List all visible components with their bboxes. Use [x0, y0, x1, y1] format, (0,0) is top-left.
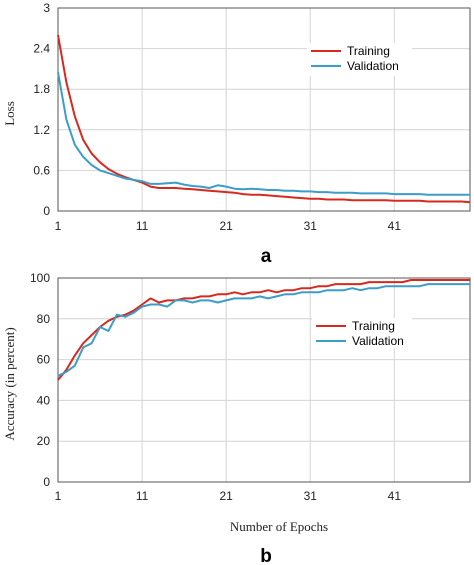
- x-tick-label: 21: [219, 489, 233, 503]
- plot-frame: [57, 7, 471, 212]
- series-line-validation: [57, 72, 470, 196]
- panel-label: b: [260, 546, 272, 565]
- y-tick-label: 0.6: [33, 163, 50, 177]
- plot-frame: [57, 277, 471, 483]
- x-tick-label: 1: [55, 219, 62, 233]
- y-tick-label: 20: [37, 434, 51, 448]
- chart-panel-a: 00.61.21.82.431 11 21 31 41TrainingValidatio…: [2, 1, 471, 267]
- legend-label: Validation: [347, 59, 399, 73]
- legend-label: Validation: [352, 334, 404, 348]
- x-tick-label: 1: [55, 489, 62, 503]
- panel-label: a: [261, 246, 272, 267]
- series-line-training: [57, 279, 470, 381]
- y-axis-label: Accuracy (in percent): [2, 327, 17, 440]
- legend-label: Training: [347, 44, 390, 58]
- y-tick-label: 40: [37, 393, 51, 407]
- y-tick-label: 1.8: [33, 82, 50, 96]
- y-tick-label: 60: [37, 353, 51, 367]
- series-line-training: [57, 34, 471, 204]
- legend-box: [312, 318, 412, 348]
- x-tick-label: 21: [219, 219, 233, 233]
- y-tick-label: 100: [30, 271, 50, 285]
- y-tick-label: 80: [37, 312, 51, 326]
- legend-label: Training: [352, 319, 395, 333]
- y-tick-label: 2.4: [33, 42, 50, 56]
- x-axis-label: Number of Epochs: [230, 519, 328, 534]
- x-tick-label: 11: [136, 489, 149, 503]
- x-tick-label: 41: [388, 489, 402, 503]
- x-tick-label: 41: [388, 219, 402, 233]
- x-tick-label: 11: [136, 219, 149, 233]
- y-tick-label: 1.2: [33, 123, 50, 137]
- x-tick-label: 31: [304, 219, 318, 233]
- y-tick-label: 0: [43, 475, 50, 489]
- y-tick-label: 0: [43, 204, 50, 218]
- x-tick-label: 31: [304, 489, 318, 503]
- y-axis-label: Loss: [2, 101, 17, 126]
- series-line-validation: [57, 283, 470, 377]
- legend-box: [307, 43, 412, 76]
- y-tick-label: 3: [43, 1, 50, 15]
